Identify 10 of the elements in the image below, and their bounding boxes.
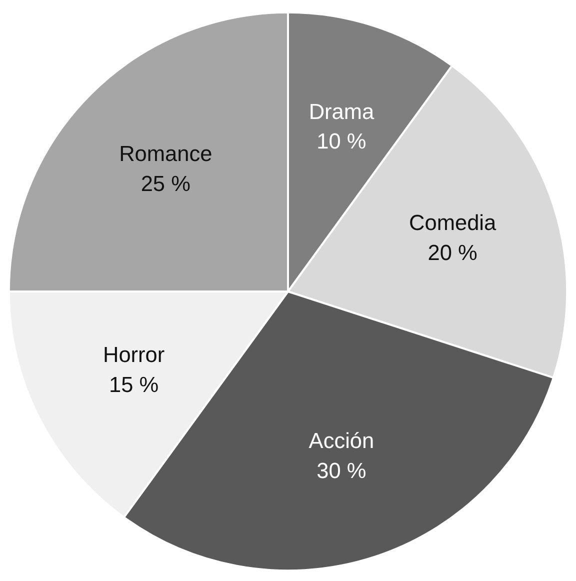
slice-label: Romance [119, 141, 212, 166]
slice-label: Comedia [409, 210, 498, 236]
slice-label: Acción [308, 428, 374, 454]
data-label: 20 % [428, 240, 478, 265]
data-label: 25 % [140, 170, 190, 196]
slice-label: Horror [102, 342, 165, 368]
data-label: 15 % [109, 372, 159, 397]
data-label: 10 % [316, 128, 366, 154]
data-label: 30 % [316, 458, 366, 483]
slice-label: Drama [308, 99, 376, 124]
